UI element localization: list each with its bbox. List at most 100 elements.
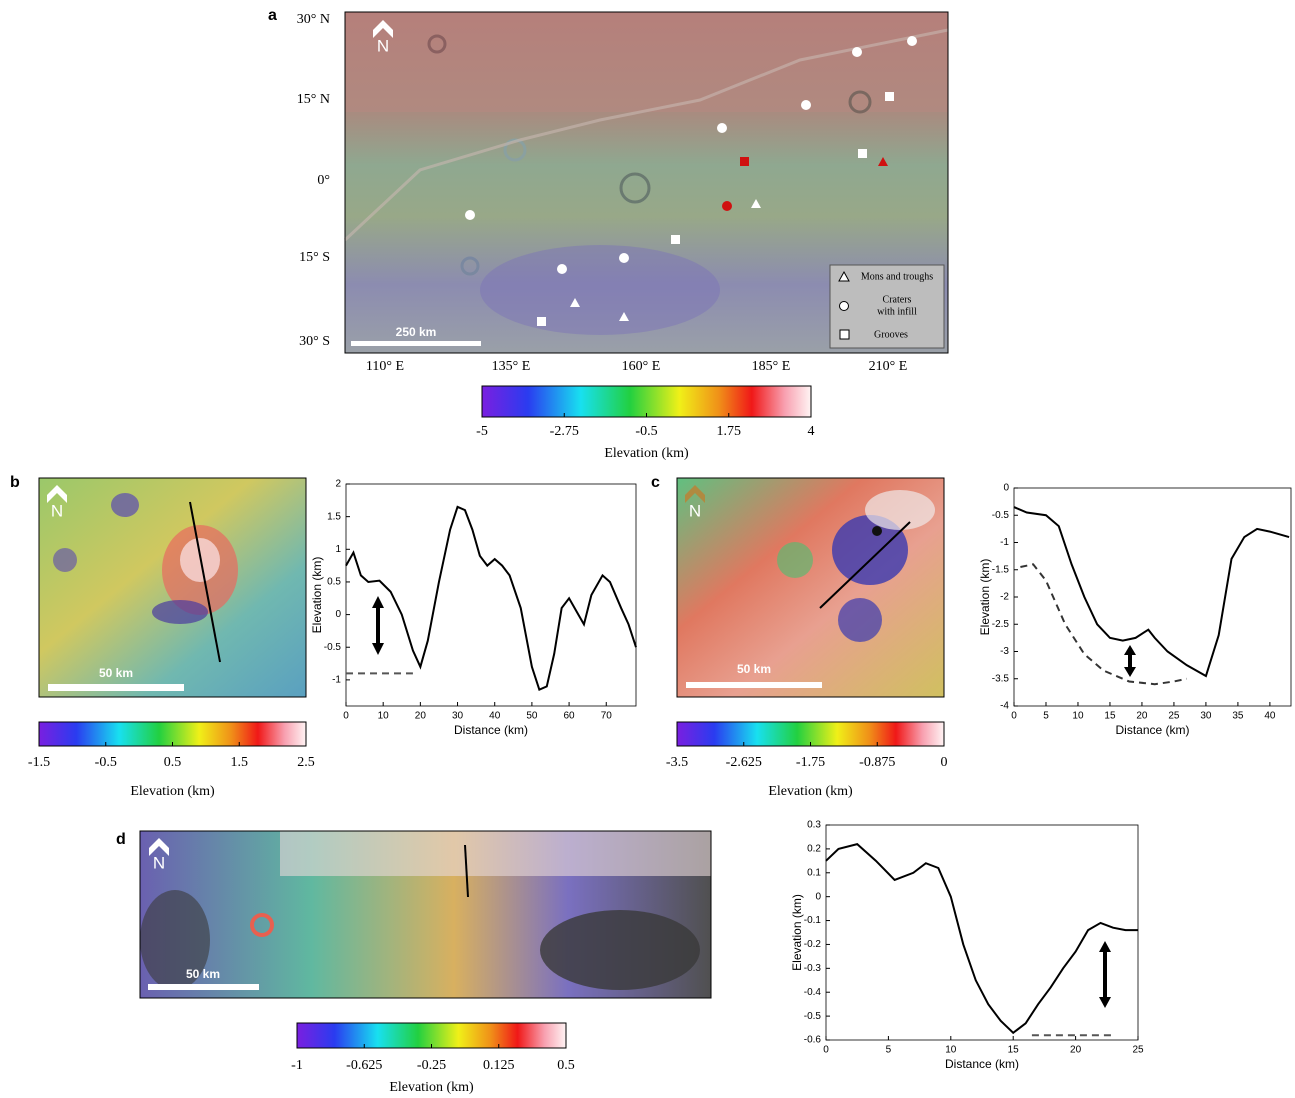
- crater: [250, 913, 274, 937]
- mons-marker-selected: [878, 157, 888, 166]
- plot-area: [1013, 487, 1292, 707]
- x-axis-title: Distance (km): [945, 1057, 1019, 1071]
- scale-bar: [148, 984, 259, 990]
- crater: [427, 34, 447, 54]
- north-label: N: [153, 853, 165, 872]
- crater-marker: [907, 36, 917, 46]
- map-relief: [838, 598, 882, 642]
- colorbar-title: Elevation (km): [604, 446, 689, 461]
- double-arrow: [1099, 941, 1111, 1008]
- groove-marker: [671, 235, 680, 244]
- x-tick-label: 35: [1232, 711, 1244, 722]
- colorbar: [296, 1022, 567, 1049]
- y-tick-label: -0.5: [324, 642, 342, 653]
- y-tick-label: 1.5: [327, 511, 341, 522]
- y-tick-label: -0.3: [804, 963, 822, 974]
- lat-label: 15° S: [299, 250, 330, 265]
- map-relief: [111, 493, 139, 517]
- lat-label: 30° S: [299, 334, 330, 349]
- legend-label: Grooves: [874, 329, 908, 340]
- colorbar-tick-label: -1: [291, 1058, 303, 1073]
- scale-bar: [351, 341, 481, 346]
- y-tick-label: -2: [1000, 592, 1009, 603]
- y-tick-label: -1: [332, 675, 341, 686]
- scale-label: 50 km: [186, 967, 220, 981]
- map-b: N 50 km: [38, 477, 307, 698]
- y-tick-label: -2.5: [992, 619, 1010, 630]
- crater-marker-selected: [722, 201, 732, 211]
- x-axis-title: Distance (km): [454, 723, 528, 737]
- crater: [848, 90, 872, 114]
- x-tick-label: 60: [564, 711, 576, 722]
- panel-label: b: [10, 474, 20, 491]
- y-tick-label: -0.5: [804, 1011, 822, 1022]
- crater-marker: [619, 253, 629, 263]
- y-tick-label: -1.5: [992, 564, 1010, 575]
- profile-line: [825, 843, 1138, 1035]
- x-tick-label: 5: [1043, 711, 1049, 722]
- crater-marker: [465, 210, 475, 220]
- colorbar-tick-label: -5: [476, 424, 488, 439]
- y-tick-label: 0.3: [807, 820, 821, 831]
- profile-line: [189, 501, 221, 663]
- y-axis-title: Elevation (km): [310, 557, 324, 634]
- y-tick-label: 0.1: [807, 867, 821, 878]
- x-tick-label: 10: [1072, 711, 1084, 722]
- mons-marker: [619, 312, 629, 321]
- north-arrow: [47, 485, 67, 503]
- double-arrow: [1124, 645, 1136, 677]
- lon-label: 210° E: [869, 359, 908, 374]
- map-frame: [344, 11, 949, 354]
- map-relief: [280, 831, 711, 876]
- lat-label: 0°: [317, 173, 330, 188]
- lat-label: 15° N: [297, 92, 330, 107]
- lat-label: 30° N: [297, 12, 330, 27]
- x-tick-label: 20: [1136, 711, 1148, 722]
- y-tick-label: -4: [1000, 701, 1009, 712]
- panel-label: d: [116, 831, 126, 848]
- lon-label: 110° E: [366, 359, 404, 374]
- legend-label: Craters: [883, 294, 912, 305]
- crater-marker: [717, 123, 727, 133]
- colorbar-tick-label: -0.625: [346, 1058, 382, 1073]
- x-tick-label: 0: [823, 1045, 829, 1056]
- y-tick-label: 1: [335, 544, 341, 555]
- scale-label: 50 km: [737, 662, 771, 676]
- y-tick-label: 0: [335, 609, 341, 620]
- north-label: N: [689, 501, 701, 520]
- legend-symbol: [839, 329, 850, 340]
- map-relief: [832, 515, 908, 585]
- mons-marker: [751, 199, 761, 208]
- y-tick-label: -3.5: [992, 673, 1010, 684]
- legend-symbol: [839, 301, 849, 311]
- profile-line: [819, 521, 911, 609]
- map-frame: [139, 830, 712, 999]
- map-relief: [777, 542, 813, 578]
- mons-marker: [570, 298, 580, 307]
- x-axis-title: Distance (km): [1115, 723, 1189, 737]
- colorbar-title: Elevation (km): [768, 784, 853, 799]
- map-a: N 250 km Mons and troughs Craters with i…: [343, 11, 949, 354]
- y-tick-label: -3: [1000, 646, 1009, 657]
- legend-label: Mons and troughs: [861, 271, 933, 282]
- lon-label: 185° E: [752, 359, 791, 374]
- y-tick-label: 0.5: [327, 577, 341, 588]
- colorbar-title: Elevation (km): [130, 784, 215, 799]
- map-frame: [38, 477, 307, 698]
- map-relief: [53, 548, 77, 572]
- y-tick-label: 0: [815, 891, 821, 902]
- crater: [619, 172, 651, 204]
- colorbar-tick-label: 1.5: [231, 755, 249, 770]
- y-axis-title: Elevation (km): [790, 894, 804, 971]
- y-tick-label: -0.2: [804, 939, 822, 950]
- colorbar-tick-label: 0.5: [557, 1058, 575, 1073]
- colorbar-tick-label: -0.25: [417, 1058, 446, 1073]
- x-tick-label: 5: [886, 1045, 892, 1056]
- map-shadow: [540, 910, 700, 990]
- site-markers: [465, 36, 917, 326]
- crater: [460, 256, 480, 276]
- x-tick-label: 15: [1008, 1045, 1020, 1056]
- x-tick-label: 0: [343, 711, 349, 722]
- x-tick-label: 70: [601, 711, 613, 722]
